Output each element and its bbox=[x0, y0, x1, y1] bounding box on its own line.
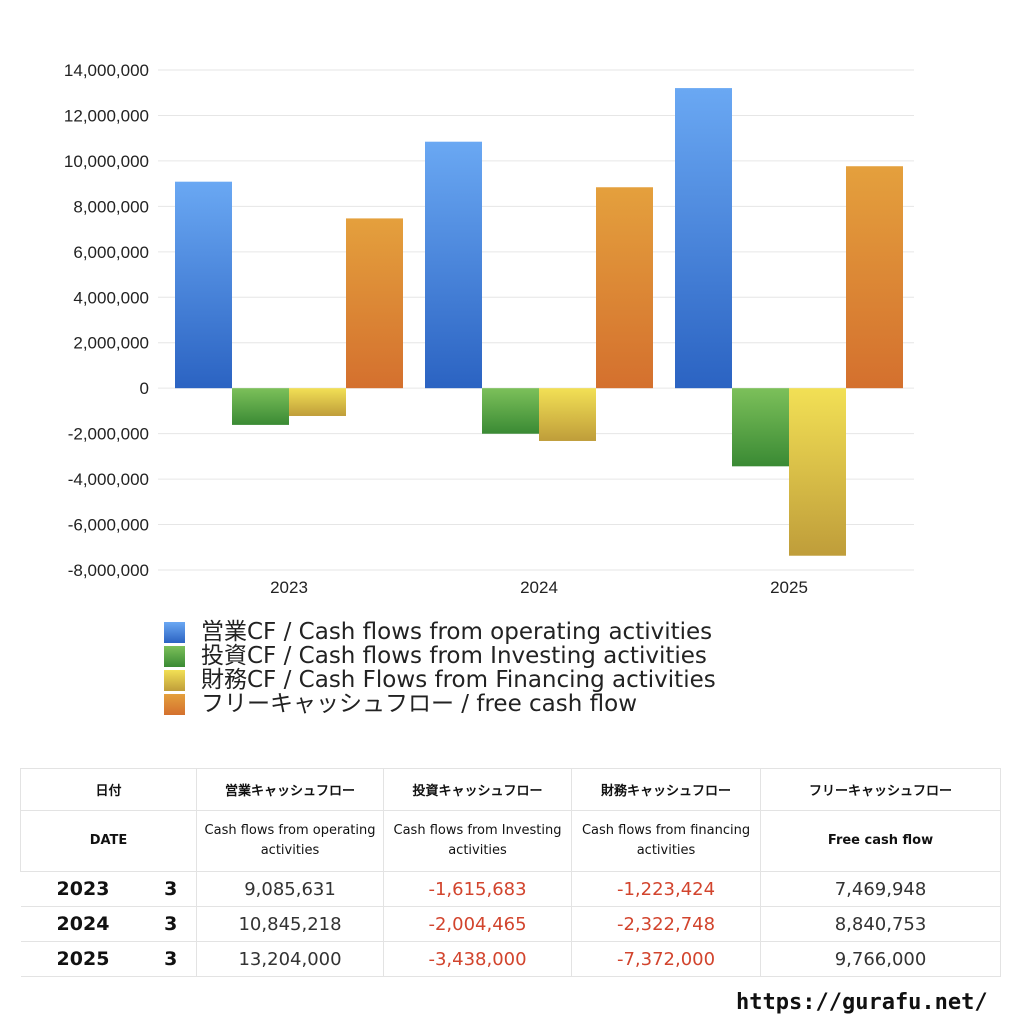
bar-operating-2024 bbox=[425, 141, 482, 389]
row-operating: 9,085,631 bbox=[196, 871, 385, 907]
row-month: 3 bbox=[145, 941, 197, 977]
legend-label-free: フリーキャッシュフロー / free cash flow bbox=[201, 691, 638, 717]
bar-financing-2025 bbox=[789, 388, 846, 556]
y-tick-label: 0 bbox=[140, 379, 149, 398]
legend-label-investing: 投資CF / Cash flows from Investing activit… bbox=[201, 643, 707, 669]
header-investing-en: Cash flows from Investing activities bbox=[383, 810, 573, 872]
y-tick-label: 6,000,000 bbox=[73, 243, 149, 262]
legend-swatch-financing bbox=[164, 669, 185, 691]
x-tick-label: 2024 bbox=[520, 578, 558, 597]
table-header-en: DATE Cash flows from operating activitie… bbox=[19, 810, 1002, 872]
bar-investing-2024 bbox=[482, 388, 539, 434]
header-operating-jp: 営業キャッシュフロー bbox=[196, 768, 385, 811]
x-tick-label: 2025 bbox=[770, 578, 808, 597]
row-investing: -3,438,000 bbox=[383, 941, 573, 977]
bar-financing-2023 bbox=[289, 388, 346, 416]
row-month: 3 bbox=[145, 871, 197, 907]
row-year: 2023 bbox=[20, 871, 146, 907]
legend-item-free: フリーキャッシュフロー / free cash flow bbox=[164, 692, 716, 716]
header-financing-en: Cash flows from financing activities bbox=[571, 810, 762, 872]
cash-flow-table: 日付 営業キャッシュフロー 投資キャッシュフロー 財務キャッシュフロー フリーキ… bbox=[19, 768, 1002, 977]
row-investing: -1,615,683 bbox=[383, 871, 573, 907]
y-tick-label: 12,000,000 bbox=[64, 106, 149, 125]
bar-operating-2025 bbox=[675, 88, 732, 389]
header-free-en: Free cash flow bbox=[760, 810, 1002, 872]
legend: 営業CF / Cash flows from operating activit… bbox=[164, 620, 716, 716]
row-year: 2024 bbox=[20, 906, 146, 942]
bar-free-2025 bbox=[846, 166, 903, 389]
row-month: 3 bbox=[145, 906, 197, 942]
row-operating: 13,204,000 bbox=[196, 941, 385, 977]
row-operating: 10,845,218 bbox=[196, 906, 385, 942]
row-financing: -7,372,000 bbox=[571, 941, 762, 977]
header-date-en: DATE bbox=[19, 810, 198, 872]
header-date-jp: 日付 bbox=[19, 768, 198, 811]
header-financing-jp: 財務キャッシュフロー bbox=[571, 768, 762, 811]
table-row: 2023 3 9,085,631 -1,615,683 -1,223,424 7… bbox=[20, 871, 1002, 907]
legend-label-financing: 財務CF / Cash Flows from Financing activit… bbox=[201, 667, 716, 693]
table-header-jp: 日付 営業キャッシュフロー 投資キャッシュフロー 財務キャッシュフロー フリーキ… bbox=[19, 768, 1002, 811]
site-url: https://gurafu.net/ bbox=[736, 990, 988, 1015]
y-tick-label: 8,000,000 bbox=[73, 197, 149, 216]
y-tick-label: 14,000,000 bbox=[64, 61, 149, 80]
y-tick-label: -6,000,000 bbox=[68, 516, 149, 535]
legend-swatch-investing bbox=[164, 645, 185, 667]
header-free-jp: フリーキャッシュフロー bbox=[760, 768, 1002, 811]
row-free: 8,840,753 bbox=[760, 906, 1002, 942]
row-year: 2025 bbox=[20, 941, 146, 977]
row-financing: -1,223,424 bbox=[571, 871, 762, 907]
header-investing-jp: 投資キャッシュフロー bbox=[383, 768, 573, 811]
table-row: 2024 3 10,845,218 -2,004,465 -2,322,748 … bbox=[20, 906, 1002, 942]
legend-swatch-free bbox=[164, 693, 185, 715]
bar-financing-2024 bbox=[539, 388, 596, 441]
y-axis-ticks: 14,000,000 12,000,000 10,000,000 8,000,000 6… bbox=[64, 61, 149, 580]
y-tick-label: 2,000,000 bbox=[73, 334, 149, 353]
legend-item-operating: 営業CF / Cash flows from operating activit… bbox=[164, 620, 716, 644]
header-operating-en: Cash flows from operating activities bbox=[196, 810, 385, 872]
row-investing: -2,004,465 bbox=[383, 906, 573, 942]
row-free: 9,766,000 bbox=[760, 941, 1002, 977]
bar-investing-2023 bbox=[232, 388, 289, 425]
legend-item-financing: 財務CF / Cash Flows from Financing activit… bbox=[164, 668, 716, 692]
table-row: 2025 3 13,204,000 -3,438,000 -7,372,000 … bbox=[20, 941, 1002, 977]
legend-label-operating: 営業CF / Cash flows from operating activit… bbox=[201, 619, 713, 645]
bar-investing-2025 bbox=[732, 388, 789, 467]
y-tick-label: 4,000,000 bbox=[73, 288, 149, 307]
y-tick-label: -2,000,000 bbox=[68, 425, 149, 444]
row-free: 7,469,948 bbox=[760, 871, 1002, 907]
cash-flow-chart: 14,000,000 12,000,000 10,000,000 8,000,000 6… bbox=[64, 61, 914, 597]
y-tick-label: -4,000,000 bbox=[68, 470, 149, 489]
bar-free-2024 bbox=[596, 187, 653, 389]
bar-free-2023 bbox=[346, 218, 403, 389]
x-axis-ticks: 2023 2024 2025 bbox=[270, 578, 808, 597]
y-tick-label: -8,000,000 bbox=[68, 561, 149, 580]
row-financing: -2,322,748 bbox=[571, 906, 762, 942]
legend-item-investing: 投資CF / Cash flows from Investing activit… bbox=[164, 644, 716, 668]
legend-swatch-operating bbox=[164, 621, 185, 643]
bars bbox=[175, 88, 903, 556]
bar-operating-2023 bbox=[175, 181, 232, 389]
y-tick-label: 10,000,000 bbox=[64, 152, 149, 171]
x-tick-label: 2023 bbox=[270, 578, 308, 597]
